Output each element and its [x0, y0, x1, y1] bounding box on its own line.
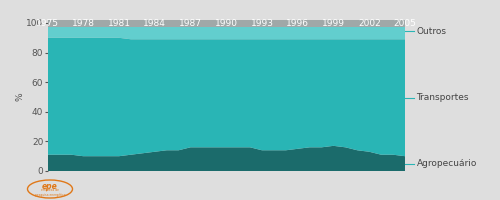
Bar — [48, 20, 405, 27]
Text: 1978: 1978 — [72, 19, 95, 28]
Text: Agropecuário: Agropecuário — [416, 159, 477, 168]
Text: 2005: 2005 — [394, 19, 416, 28]
Text: Transportes: Transportes — [416, 93, 469, 102]
Text: 1996: 1996 — [286, 19, 309, 28]
Text: 1990: 1990 — [215, 19, 238, 28]
Text: 1984: 1984 — [144, 19, 166, 28]
Text: 1999: 1999 — [322, 19, 345, 28]
Text: 1993: 1993 — [250, 19, 274, 28]
Text: epe: epe — [42, 182, 58, 191]
Y-axis label: %: % — [16, 93, 24, 101]
Text: | Composição do Consumo do Óleo Diesel: | Composição do Consumo do Óleo Diesel — [175, 183, 407, 195]
Text: 1981: 1981 — [108, 19, 130, 28]
Text: Outros: Outros — [416, 27, 446, 36]
Text: empresa de
pesquisa energética: empresa de pesquisa energética — [34, 188, 66, 197]
Text: 1987: 1987 — [179, 19, 202, 28]
Text: 2002: 2002 — [358, 19, 380, 28]
Text: 1975: 1975 — [36, 19, 59, 28]
